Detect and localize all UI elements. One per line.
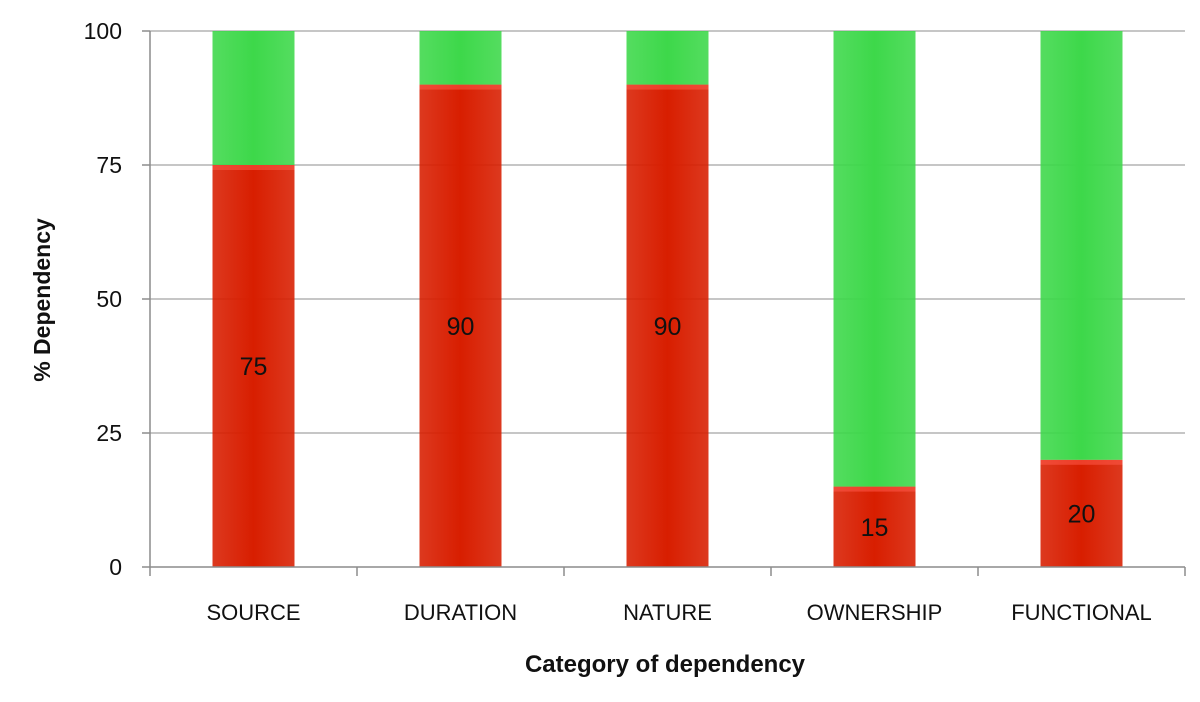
x-tick-label: OWNERSHIP [807,600,943,625]
x-tick-label: NATURE [623,600,712,625]
x-tick-label: FUNCTIONAL [1011,600,1152,625]
labels: 0 25 50 75 100 75 SOURCE 90 DURATION 90 NATURE 15 OW… [84,18,1152,625]
x-tick-label: DURATION [404,600,517,625]
x-axis-title: Category of dependency [525,651,806,678]
bar-top-highlight [1040,459,1123,465]
bar-top-highlight [419,84,502,90]
bar-segment [1040,31,1123,460]
bar-segment [419,84,502,567]
bar-segment [626,84,709,567]
y-tick-label: 0 [109,554,122,580]
bars [212,31,1123,567]
bar-top-highlight [212,165,295,170]
bar-segment [833,31,916,487]
y-tick-label: 25 [96,420,122,446]
data-label: 15 [861,514,889,542]
data-label: 90 [447,313,475,341]
axes [142,30,1186,576]
bar-segment [212,31,295,165]
bar-segment [1040,459,1123,567]
data-label: 90 [654,313,682,341]
y-axis-title: % Dependency [29,218,55,382]
y-tick-label: 100 [84,18,122,44]
data-label: 20 [1068,500,1096,528]
y-tick-label: 75 [96,152,122,178]
y-tick-label: 50 [96,286,122,312]
data-label: 75 [240,353,268,381]
bar-segment [419,31,502,85]
bar-segment [833,486,916,567]
bar-segment [626,31,709,85]
x-tick-label: SOURCE [206,600,300,625]
bar-segment [212,165,295,567]
bar-top-highlight [833,486,916,492]
bar-top-highlight [626,84,709,90]
